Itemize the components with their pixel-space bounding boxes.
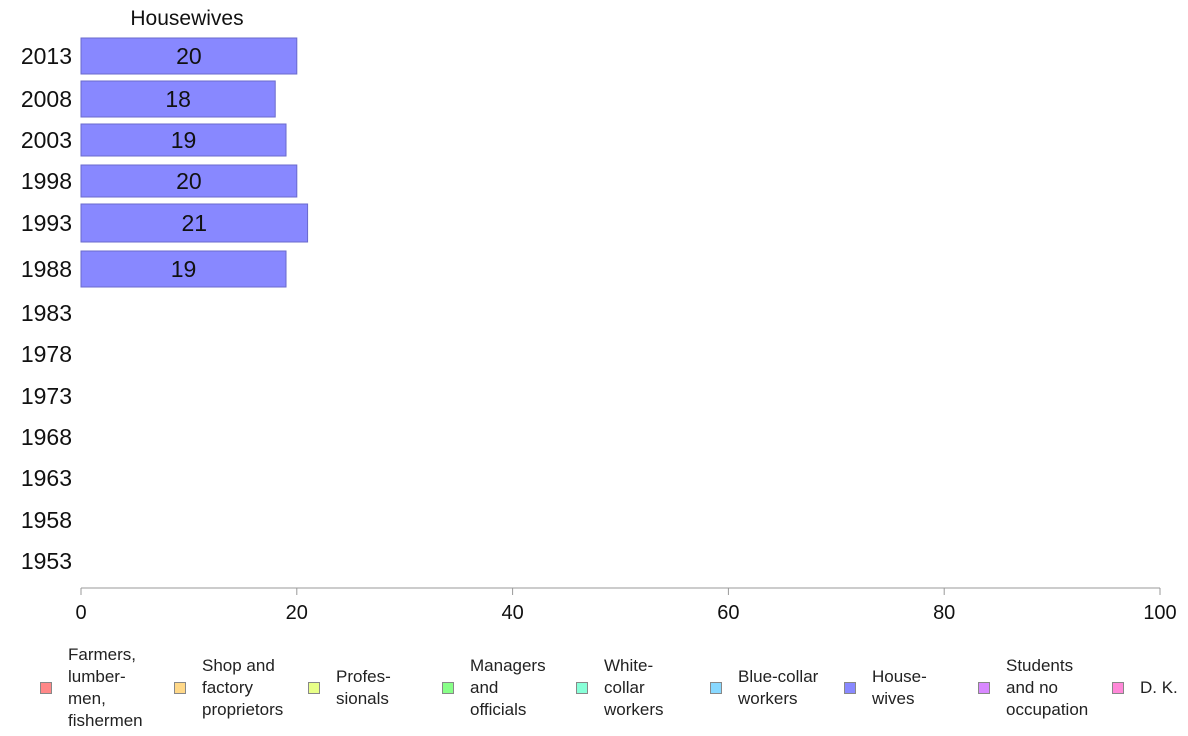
bar-1998 — [80, 164, 298, 198]
year-label-1988: 1988 — [21, 256, 72, 282]
x-axis: 0 20 40 60 80 100 — [75, 587, 1177, 624]
bars: 20 18 19 20 21 19 — [80, 37, 309, 288]
data-label-1993: 21 — [181, 210, 207, 236]
year-label-2003: 2003 — [21, 127, 72, 153]
year-label-1973: 1973 — [21, 383, 72, 409]
bar-2013 — [80, 37, 298, 75]
legend-label: Blue-collar workers — [738, 667, 819, 708]
x-tick-label-0: 0 — [75, 602, 86, 624]
x-tick-label-20: 20 — [286, 602, 308, 624]
year-labels: 2013 2008 2003 1998 1993 1988 1983 1978 1973 1968… — [21, 43, 72, 574]
x-tick-label-60: 60 — [717, 602, 739, 624]
bar-chart: Housewives 20 18 19 20 21 19 2013 2008 2003 1998… — [21, 7, 1177, 624]
x-tick-label-100: 100 — [1143, 602, 1176, 624]
bar-1993 — [80, 203, 309, 243]
legend-swatch — [308, 682, 320, 694]
legend: Farmers, lumber- men, fishermen Shop and … — [0, 645, 1188, 730]
bar-1988 — [80, 250, 287, 288]
year-label-1978: 1978 — [21, 341, 72, 367]
legend-swatch — [174, 682, 186, 694]
year-label-1958: 1958 — [21, 507, 72, 533]
legend-item-1: Shop and factory proprietors — [174, 646, 283, 730]
legend-swatch — [1112, 682, 1124, 694]
legend-item-4: White- collar workers — [576, 646, 664, 730]
legend-swatch — [710, 682, 722, 694]
legend-label: Students and no occupation — [1006, 656, 1089, 719]
bar-2008 — [80, 80, 276, 118]
legend-label: Profes- sionals — [336, 667, 391, 708]
legend-item-8: D. K. — [1112, 646, 1178, 730]
year-label-1963: 1963 — [21, 465, 72, 491]
data-label-1988: 19 — [171, 256, 197, 282]
data-label-2003: 19 — [171, 127, 197, 153]
legend-swatch — [978, 682, 990, 694]
year-label-2013: 2013 — [21, 43, 72, 69]
legend-item-3: Managers and officials — [442, 646, 546, 730]
data-label-2008: 18 — [165, 86, 191, 112]
legend-label: Farmers, lumber- men, fishermen — [68, 645, 143, 730]
legend-label: Managers and officials — [470, 656, 546, 719]
data-label-2013: 20 — [176, 43, 202, 69]
x-tick-label-80: 80 — [933, 602, 955, 624]
year-label-1968: 1968 — [21, 424, 72, 450]
legend-swatch — [442, 682, 454, 694]
legend-label: White- collar workers — [604, 656, 664, 719]
legend-swatch — [40, 682, 52, 694]
legend-item-6: House- wives — [844, 646, 927, 730]
year-label-1953: 1953 — [21, 548, 72, 574]
legend-swatch — [576, 682, 588, 694]
legend-item-0: Farmers, lumber- men, fishermen — [40, 645, 143, 730]
x-tick-label-40: 40 — [501, 602, 523, 624]
legend-swatch — [844, 682, 856, 694]
legend-label: Shop and factory proprietors — [202, 656, 284, 719]
legend-item-5: Blue-collar workers — [710, 646, 818, 730]
legend-item-2: Profes- sionals — [308, 646, 391, 730]
year-label-2008: 2008 — [21, 86, 72, 112]
legend-label: D. K. — [1140, 678, 1178, 697]
year-label-1983: 1983 — [21, 300, 72, 326]
chart-title: Housewives — [130, 7, 243, 30]
year-label-1998: 1998 — [21, 168, 72, 194]
year-label-1993: 1993 — [21, 210, 72, 236]
legend-label: House- wives — [872, 667, 927, 708]
bar-2003 — [80, 123, 287, 157]
data-label-1998: 20 — [176, 168, 202, 194]
legend-item-7: Students and no occupation — [978, 646, 1088, 730]
